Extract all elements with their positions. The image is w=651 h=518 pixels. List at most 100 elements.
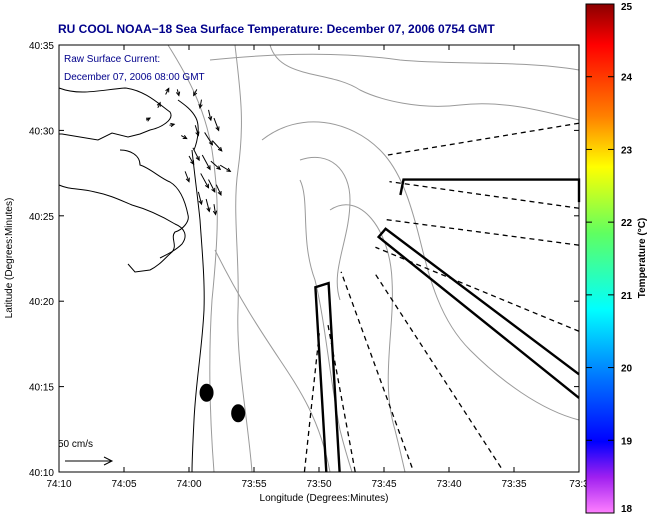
contour-line <box>234 44 253 473</box>
current-vector-head <box>207 116 213 122</box>
current-vector-shaft <box>208 179 216 193</box>
legend-line-1: Raw Surface Current: <box>64 54 160 65</box>
current-vector-shaft <box>219 164 231 172</box>
colorbar-tick-label: 22 <box>621 218 633 229</box>
current-vector-head <box>216 165 222 171</box>
current-vectors <box>145 87 232 216</box>
chart-title: RU COOL NOAA−18 Sea Surface Temperature:… <box>58 22 495 36</box>
current-vector <box>212 140 223 152</box>
coastline-path <box>119 149 189 273</box>
colorbar-label: Temperature (°C) <box>637 218 648 299</box>
radar-radial-line <box>327 323 356 472</box>
current-vector-shaft <box>188 155 195 165</box>
current-vector-head <box>165 87 170 93</box>
current-vector <box>156 101 161 109</box>
current-vector-shaft <box>201 154 211 170</box>
current-vector-head <box>190 160 195 166</box>
y-axis-label: Latitude (Degrees:Minutes) <box>4 198 15 319</box>
scale-arrow <box>65 456 114 466</box>
current-vector <box>180 135 188 140</box>
current-vector-head <box>206 207 211 213</box>
current-vector-head <box>175 91 181 97</box>
current-vector <box>192 147 200 162</box>
current-vector <box>213 117 220 132</box>
coastline-path <box>191 149 205 473</box>
colorbar-tick-label: 19 <box>621 436 633 447</box>
current-vector-shaft <box>208 109 212 121</box>
current-vector <box>165 87 170 95</box>
current-vector-shaft <box>197 191 202 205</box>
colorbar-tick-label: 25 <box>621 2 633 13</box>
current-vector-shaft <box>210 160 221 170</box>
current-vector <box>197 191 203 206</box>
y-axis: 40:35 40:30 40:25 40:20 40:15 40:10 <box>29 41 579 479</box>
colorbar-gradient <box>585 3 615 514</box>
current-vector <box>212 204 218 216</box>
current-vector-head <box>198 103 203 109</box>
radar-radial-line <box>389 180 580 209</box>
current-vector <box>145 117 152 122</box>
current-vector <box>201 154 211 171</box>
plot-area: Raw Surface Current: December 07, 2006 0… <box>58 44 581 473</box>
current-vector-head <box>198 200 203 206</box>
current-vector-shaft <box>213 204 217 215</box>
current-vector-shaft <box>205 198 210 212</box>
current-vector-head <box>193 91 198 97</box>
x-tick-label: 73:55 <box>241 479 266 490</box>
y-tick-label: 40:30 <box>29 126 54 137</box>
current-vector-head <box>206 165 211 171</box>
plot-background <box>59 45 579 472</box>
current-vector <box>194 125 200 137</box>
current-vector-head <box>185 177 190 183</box>
coastline-path <box>58 87 172 141</box>
radar-radial-line <box>340 271 413 468</box>
current-vector-head <box>156 101 161 107</box>
colorbar-tick-label: 20 <box>621 364 633 375</box>
current-vector-shaft <box>192 147 200 161</box>
y-tick-label: 40:10 <box>29 468 54 479</box>
coastline <box>58 87 205 473</box>
radar-beam-outline <box>314 281 341 472</box>
current-vector-head <box>211 187 216 193</box>
current-vector <box>200 173 210 189</box>
current-vector <box>175 89 181 97</box>
station-markers <box>199 383 246 423</box>
current-vector-head <box>212 210 218 216</box>
colorbar-ticks: 25 24 23 22 21 20 19 18 <box>586 2 633 515</box>
current-vector-head <box>195 131 200 137</box>
current-vector-shaft <box>199 99 202 108</box>
contour-line <box>269 44 580 121</box>
x-axis-label: Longitude (Degrees:Minutes) <box>260 493 389 504</box>
current-vector-shaft <box>213 117 220 131</box>
contour-line <box>329 204 406 473</box>
current-vector-shaft <box>212 140 223 152</box>
current-vector-head <box>204 183 210 189</box>
current-vector-shaft <box>204 132 213 145</box>
colorbar-tick-label: 18 <box>621 504 633 515</box>
current-vector <box>204 132 214 146</box>
current-vector-head <box>182 135 188 140</box>
current-vector <box>188 155 195 166</box>
current-vector-shaft <box>194 125 199 136</box>
x-tick-label: 74:05 <box>111 479 136 490</box>
current-vector <box>208 179 216 193</box>
x-tick-label: 74:10 <box>46 479 71 490</box>
current-vector-head <box>226 167 232 172</box>
colorbar-tick-label: 23 <box>621 145 633 156</box>
radar-radial-line <box>385 218 580 246</box>
colorbar: 25 24 23 22 21 20 19 18 Temperature (°C) <box>585 2 648 515</box>
colorbar-tick-label: 21 <box>621 291 633 302</box>
current-vector-head <box>208 140 214 146</box>
x-tick-label: 73:50 <box>306 479 331 490</box>
y-tick-label: 40:35 <box>29 41 54 52</box>
x-axis: 74:10 74:05 74:00 73:55 73:50 73:45 73:40 73:35… <box>46 45 589 490</box>
current-vector-head <box>217 146 223 152</box>
contour-line <box>299 179 353 473</box>
x-tick-label: 74:00 <box>176 479 201 490</box>
x-tick-label: 73:3 <box>569 479 589 490</box>
current-vector-shaft <box>184 171 190 182</box>
y-tick-label: 40:25 <box>29 212 54 223</box>
contour-line <box>261 121 580 421</box>
current-vector-head <box>217 190 222 196</box>
radar-beam-outline <box>376 227 580 399</box>
